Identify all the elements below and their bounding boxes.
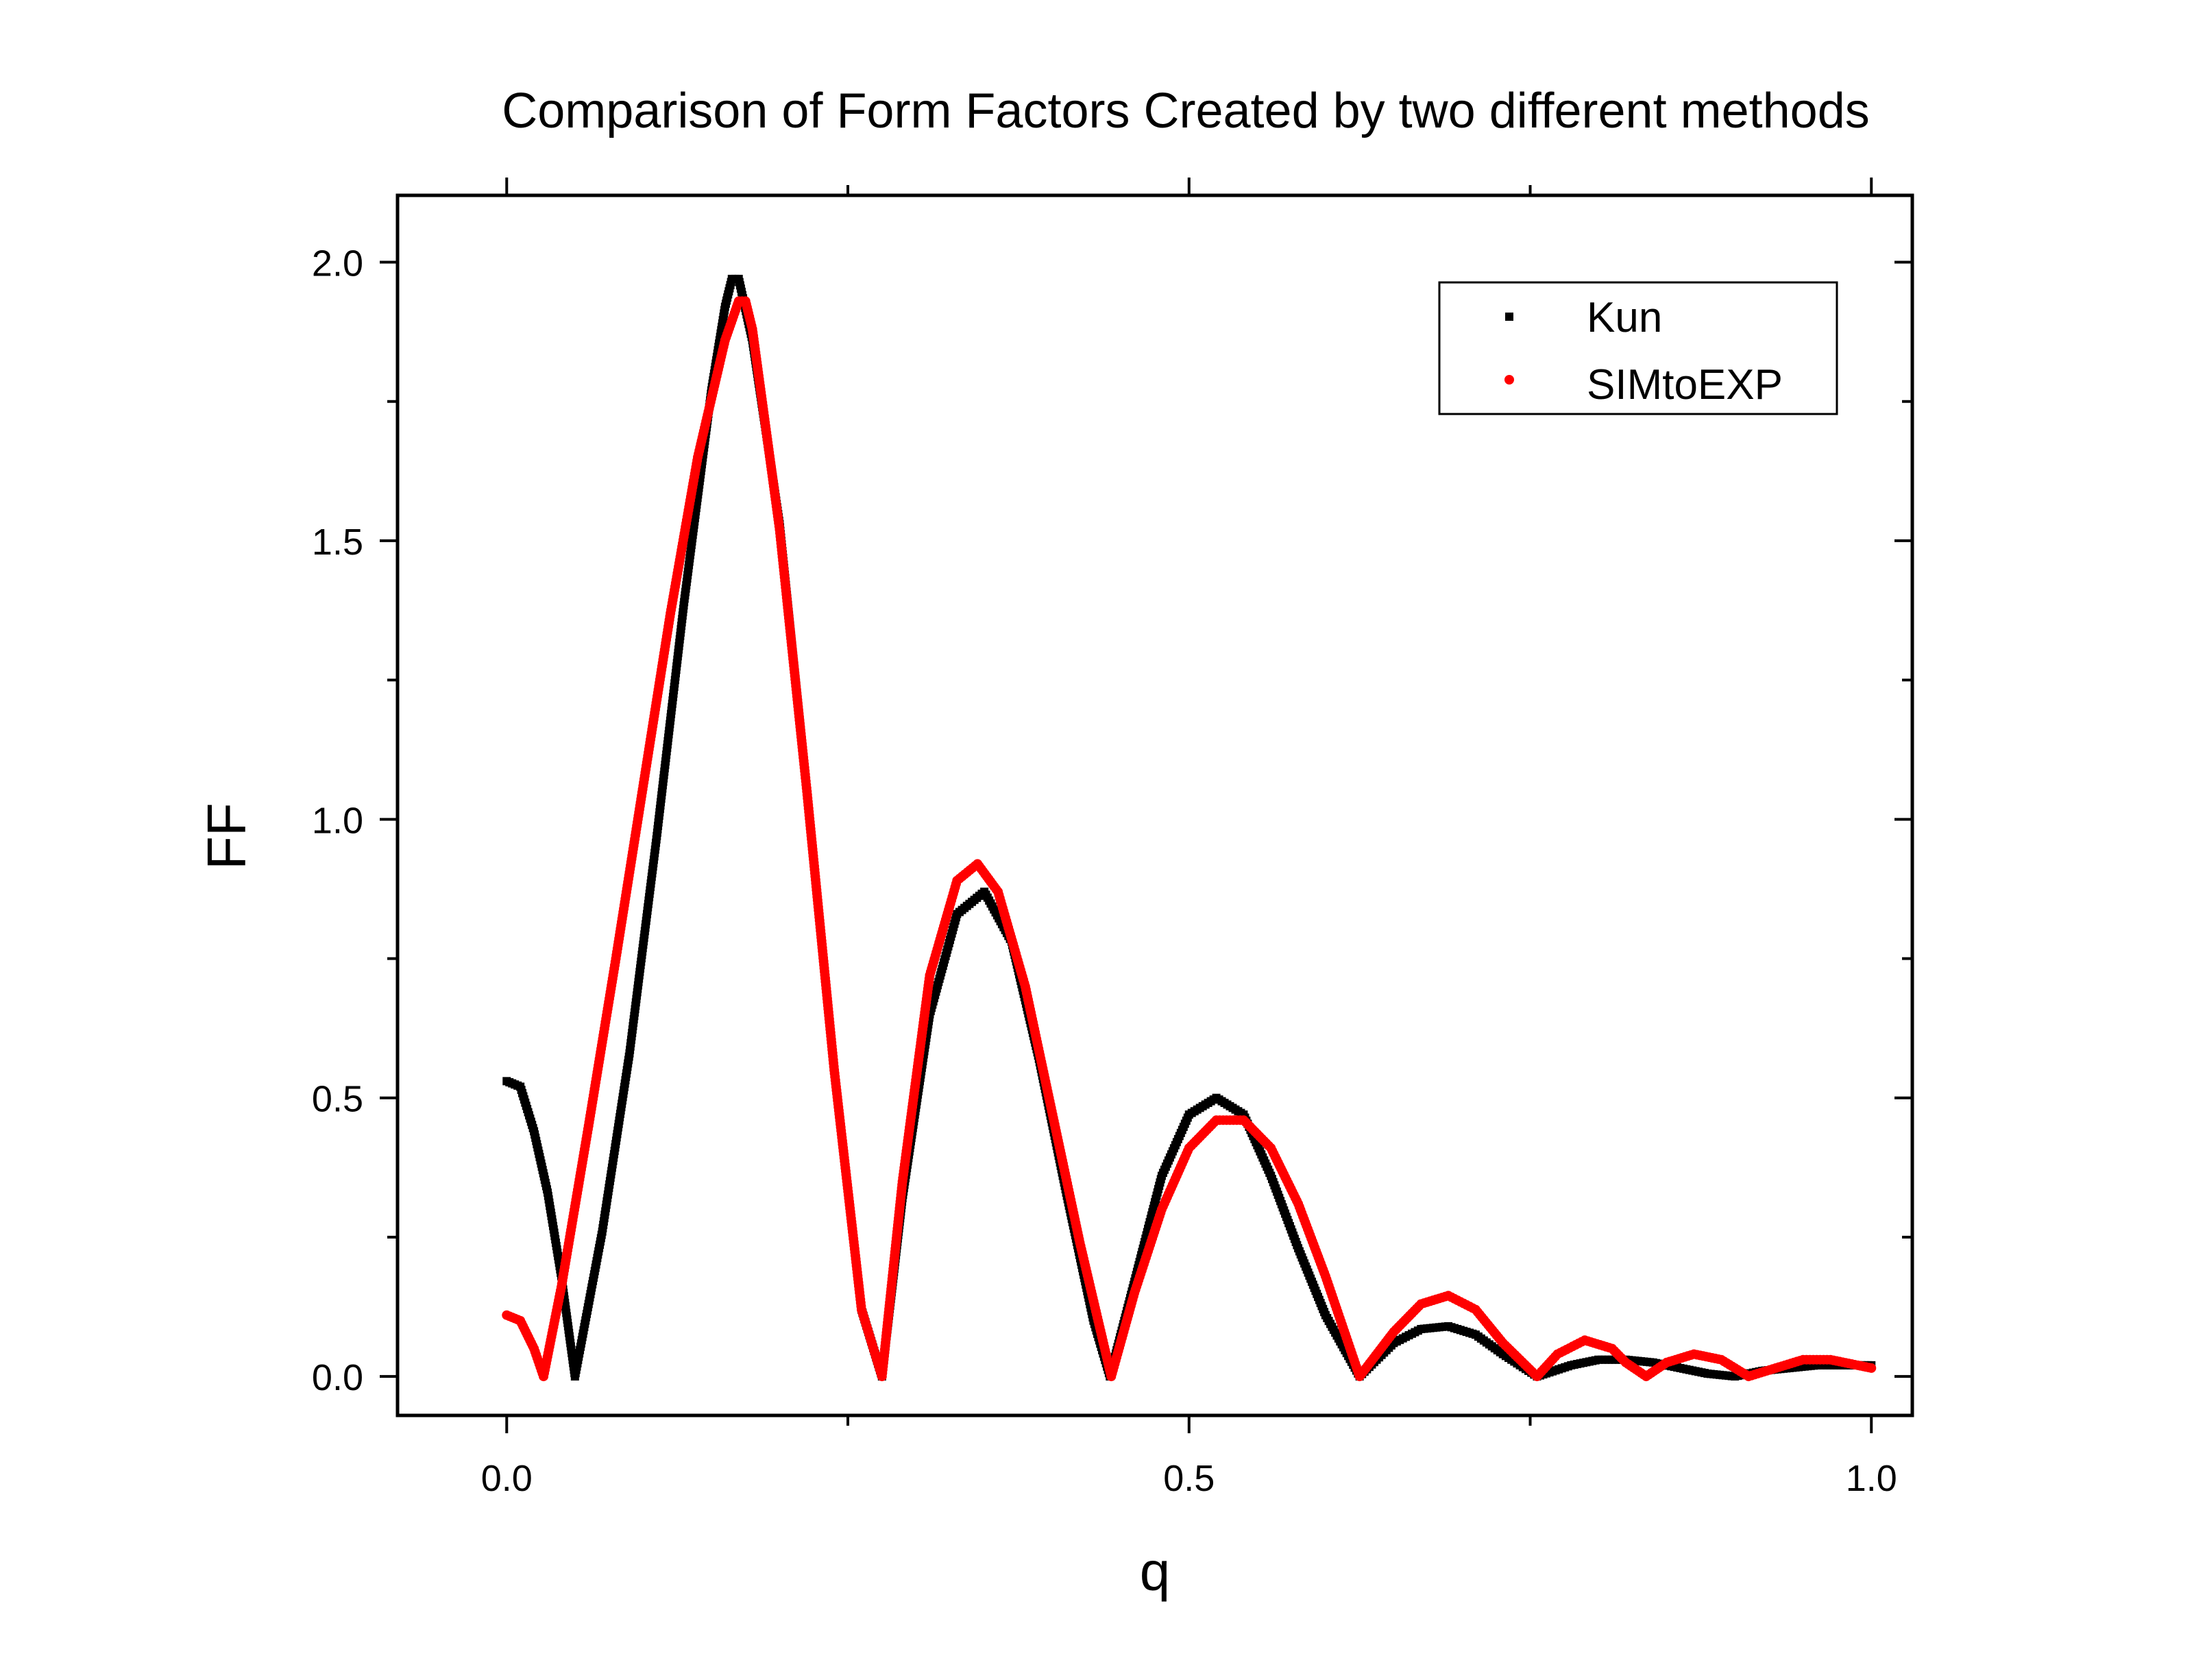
x-axis-title: q xyxy=(1140,1541,1171,1602)
legend-box xyxy=(1438,281,1838,415)
legend-label-simtoexp: SIMtoEXP xyxy=(1587,361,1783,409)
y-tick-label: 0.0 xyxy=(312,1357,363,1398)
legend: Kun SIMtoEXP xyxy=(1438,281,1838,415)
plot-frame xyxy=(395,193,1914,1417)
chart-title: Comparison of Form Factors Created by tw… xyxy=(502,84,1870,138)
series-simtoexp xyxy=(502,296,1877,1382)
series-layer xyxy=(502,274,1877,1382)
legend-label-kun: Kun xyxy=(1587,294,1662,341)
y-axis-title: FF xyxy=(196,803,257,870)
y-tick-label: 0.5 xyxy=(312,1079,363,1120)
series-kun xyxy=(502,274,1876,1381)
y-tick-label: 2.0 xyxy=(312,243,363,284)
x-tick-label: 0.5 xyxy=(1163,1458,1215,1499)
legend-marker-kun xyxy=(1505,313,1513,321)
data-point xyxy=(1866,1363,1877,1373)
axes-layer: 0.0 0.5 1.0 0.0 0.5 1.0 1.5 2.0 xyxy=(312,178,1912,1499)
x-tick-label: 1.0 xyxy=(1846,1458,1897,1499)
x-tick-label: 0.0 xyxy=(481,1458,533,1499)
y-tick-label: 1.5 xyxy=(312,522,363,563)
y-tick-label: 1.0 xyxy=(312,800,363,841)
plot-area: 0.0 0.5 1.0 0.0 0.5 1.0 1.5 2.0 xyxy=(312,178,1914,1499)
legend-marker-simtoexp xyxy=(1504,375,1514,385)
